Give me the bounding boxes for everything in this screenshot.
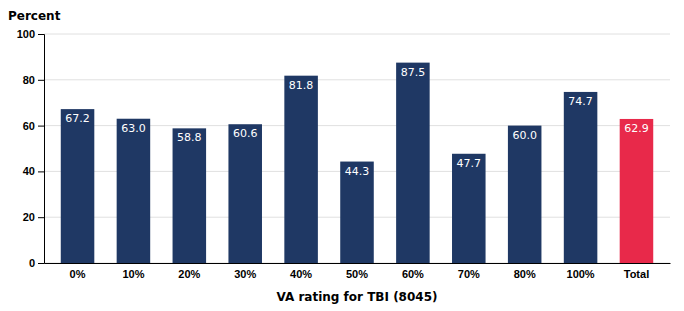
data-labels: 67.2 63.0 58.8 60.6 81.8 44.3 87.5 47.7 60.0 74.7… [65, 66, 648, 178]
data-label: 60.0 [512, 129, 537, 142]
data-label: 74.7 [568, 95, 593, 108]
y-tick-mark [38, 80, 44, 81]
x-tick-label: 20% [178, 268, 200, 280]
grid-line [44, 34, 670, 35]
data-label: 63.0 [121, 122, 146, 135]
x-tick-label: 100% [567, 268, 595, 280]
y-axis: 0 20 40 60 80 100 [17, 28, 45, 269]
x-tick: 80% [514, 268, 536, 280]
bar [396, 63, 430, 263]
y-tick-mark [38, 217, 44, 218]
bar [340, 162, 374, 263]
x-tick: 10% [122, 268, 144, 280]
x-tick: 50% [346, 268, 368, 280]
data-label: 81.8 [289, 79, 314, 92]
x-axis-title: VA rating for TBI (8045) [276, 290, 437, 304]
y-tick-label: 0 [29, 257, 35, 269]
x-tick-label: 70% [458, 268, 480, 280]
y-tick: 0 [29, 257, 44, 269]
y-tick: 20 [23, 211, 44, 223]
plot-area: 67.2 63.0 58.8 60.6 81.8 44.3 87.5 47.7 60.0 74.7… [17, 28, 671, 280]
bar [564, 92, 598, 263]
chart-container: 67.2 63.0 58.8 60.6 81.8 44.3 87.5 47.7 60.0 74.7… [0, 0, 684, 311]
y-tick-mark [38, 126, 44, 127]
data-label: 62.9 [624, 122, 649, 135]
bar [284, 76, 318, 263]
y-tick: 100 [17, 28, 44, 40]
grid-line [44, 79, 670, 80]
x-tick: 70% [458, 268, 480, 280]
y-axis-line [38, 35, 45, 264]
y-tick-label: 20 [23, 211, 35, 223]
y-axis-title: Percent [8, 9, 61, 23]
y-tick-label: 100 [17, 28, 35, 40]
data-label: 67.2 [65, 112, 90, 125]
data-label: 58.8 [177, 131, 202, 144]
x-tick-label: 30% [234, 268, 256, 280]
x-tick-label: 60% [402, 268, 424, 280]
chart-svg: 67.2 63.0 58.8 60.6 81.8 44.3 87.5 47.7 60.0 74.7… [0, 0, 684, 311]
bar [61, 109, 95, 263]
x-axis-line [45, 263, 671, 264]
bar [228, 124, 262, 263]
x-tick: 60% [402, 268, 424, 280]
y-tick: 80 [23, 74, 44, 86]
grid [44, 34, 670, 263]
data-label: 87.5 [401, 66, 426, 79]
data-label: 44.3 [345, 165, 370, 178]
x-tick: 20% [178, 268, 200, 280]
y-tick: 40 [23, 165, 44, 177]
y-tick-label: 80 [23, 74, 35, 86]
x-tick-label: 10% [122, 268, 144, 280]
x-tick-label: 0% [70, 268, 86, 280]
bar [508, 126, 542, 263]
x-tick-label: Total [624, 268, 649, 280]
x-tick: 0% [70, 268, 86, 280]
data-label: 47.7 [457, 157, 482, 170]
y-tick-mark [38, 263, 44, 264]
bar [620, 119, 654, 263]
x-tick: Total [624, 268, 649, 280]
x-tick: 30% [234, 268, 256, 280]
bar [452, 154, 486, 263]
bar [173, 128, 207, 263]
data-label: 60.6 [233, 127, 258, 140]
x-axis: 0% 10% 20% 30% 40% 50% 60% 70% 80% 100% Total [45, 264, 671, 280]
x-tick-label: 40% [290, 268, 312, 280]
x-tick-label: 80% [514, 268, 536, 280]
x-tick-label: 50% [346, 268, 368, 280]
bar [117, 119, 151, 263]
y-tick-label: 60 [23, 120, 35, 132]
y-tick: 60 [23, 120, 44, 132]
x-tick: 40% [290, 268, 312, 280]
y-tick-label: 40 [23, 165, 35, 177]
y-tick-mark [38, 34, 44, 35]
y-tick-mark [38, 171, 44, 172]
x-tick: 100% [567, 268, 595, 280]
bars [61, 63, 653, 263]
